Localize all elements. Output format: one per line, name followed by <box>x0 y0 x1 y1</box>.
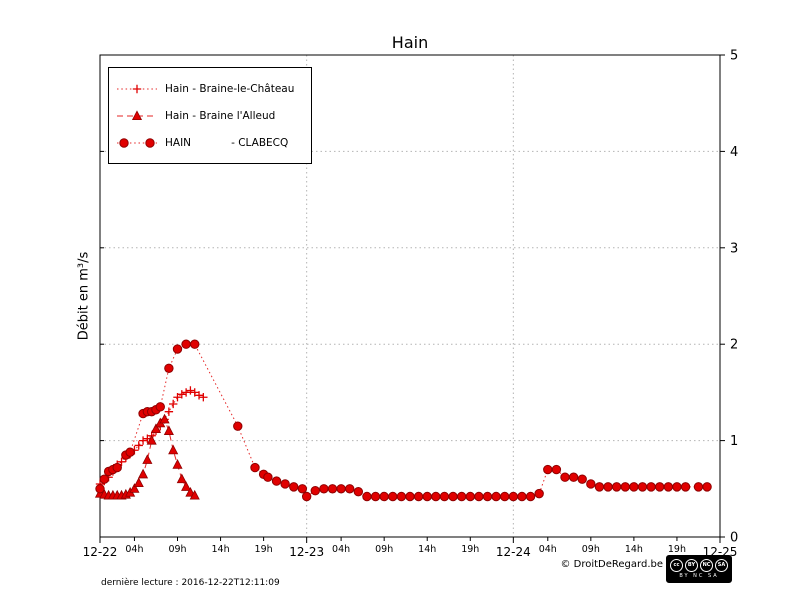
chart-title: Hain <box>391 33 429 52</box>
triangle-marker-icon <box>109 108 165 124</box>
series-hain-clabecq <box>95 339 712 502</box>
x-major-tick-label: 12-23 <box>289 545 324 559</box>
x-minor-tick-label: 14h <box>212 544 230 555</box>
cc-circle-nc-icon: NC <box>700 559 713 572</box>
x-minor-tick-label: 19h <box>255 544 273 555</box>
x-minor-tick-label: 14h <box>625 544 643 555</box>
x-minor-tick-label: 14h <box>418 544 436 555</box>
footer-status: dernière lecture : 2016-12-22T12:11:09 d… <box>101 558 280 600</box>
grid-lines <box>100 55 720 537</box>
y-tick-label: 4 <box>730 145 738 160</box>
y-tick-label: 0 <box>730 531 738 546</box>
y-tick-label: 2 <box>730 338 738 353</box>
series-hain-braine-l-alleud <box>94 413 200 500</box>
cc-icons-row: cc BY NC SA <box>670 559 728 572</box>
y-tick-label: 5 <box>730 49 738 64</box>
legend-label: Hain - Braine l'Alleud <box>165 109 276 122</box>
y-tick-label: 1 <box>730 434 738 449</box>
cc-circle-cc-icon: cc <box>670 559 683 572</box>
circle-marker-icon <box>109 135 165 151</box>
x-minor-tick-label: 04h <box>539 544 557 555</box>
legend-item: HAIN - CLABECQ <box>109 129 311 156</box>
legend-item: Hain - Braine-le-Château <box>109 75 311 102</box>
x-minor-tick-label: 04h <box>332 544 350 555</box>
copyright-text: © DroitDeRegard.be <box>560 559 663 570</box>
plot-frame <box>99 54 721 538</box>
cc-circle-by-icon: BY <box>685 559 698 572</box>
legend-label: Hain - Braine-le-Château <box>165 82 295 95</box>
legend-box: Hain - Braine-le-Château Hain - Braine l'… <box>108 67 312 164</box>
x-minor-tick-label: 04h <box>125 544 143 555</box>
y-axis-ticks: 0 1 2 3 4 5 <box>100 49 738 546</box>
legend-label: HAIN - CLABECQ <box>165 136 289 149</box>
x-minor-tick-label: 09h <box>168 544 186 555</box>
legend-item: Hain - Braine l'Alleud <box>109 102 311 129</box>
x-major-tick-label: 12-24 <box>496 545 531 559</box>
x-minor-tick-label: 19h <box>668 544 686 555</box>
plus-marker-icon <box>109 81 165 97</box>
cc-license-badge[interactable]: cc BY NC SA BY NC SA <box>666 555 732 583</box>
cc-circle-sa-icon: SA <box>715 559 728 572</box>
x-minor-tick-label: 19h <box>461 544 479 555</box>
x-minor-tick-label: 09h <box>582 544 600 555</box>
footer-last-reading: dernière lecture : 2016-12-22T12:11:09 <box>101 578 280 588</box>
cc-labels: BY NC SA <box>679 573 719 579</box>
x-minor-tick-label: 09h <box>375 544 393 555</box>
y-tick-label: 3 <box>730 241 738 256</box>
x-major-tick-label: 12-22 <box>83 545 118 559</box>
